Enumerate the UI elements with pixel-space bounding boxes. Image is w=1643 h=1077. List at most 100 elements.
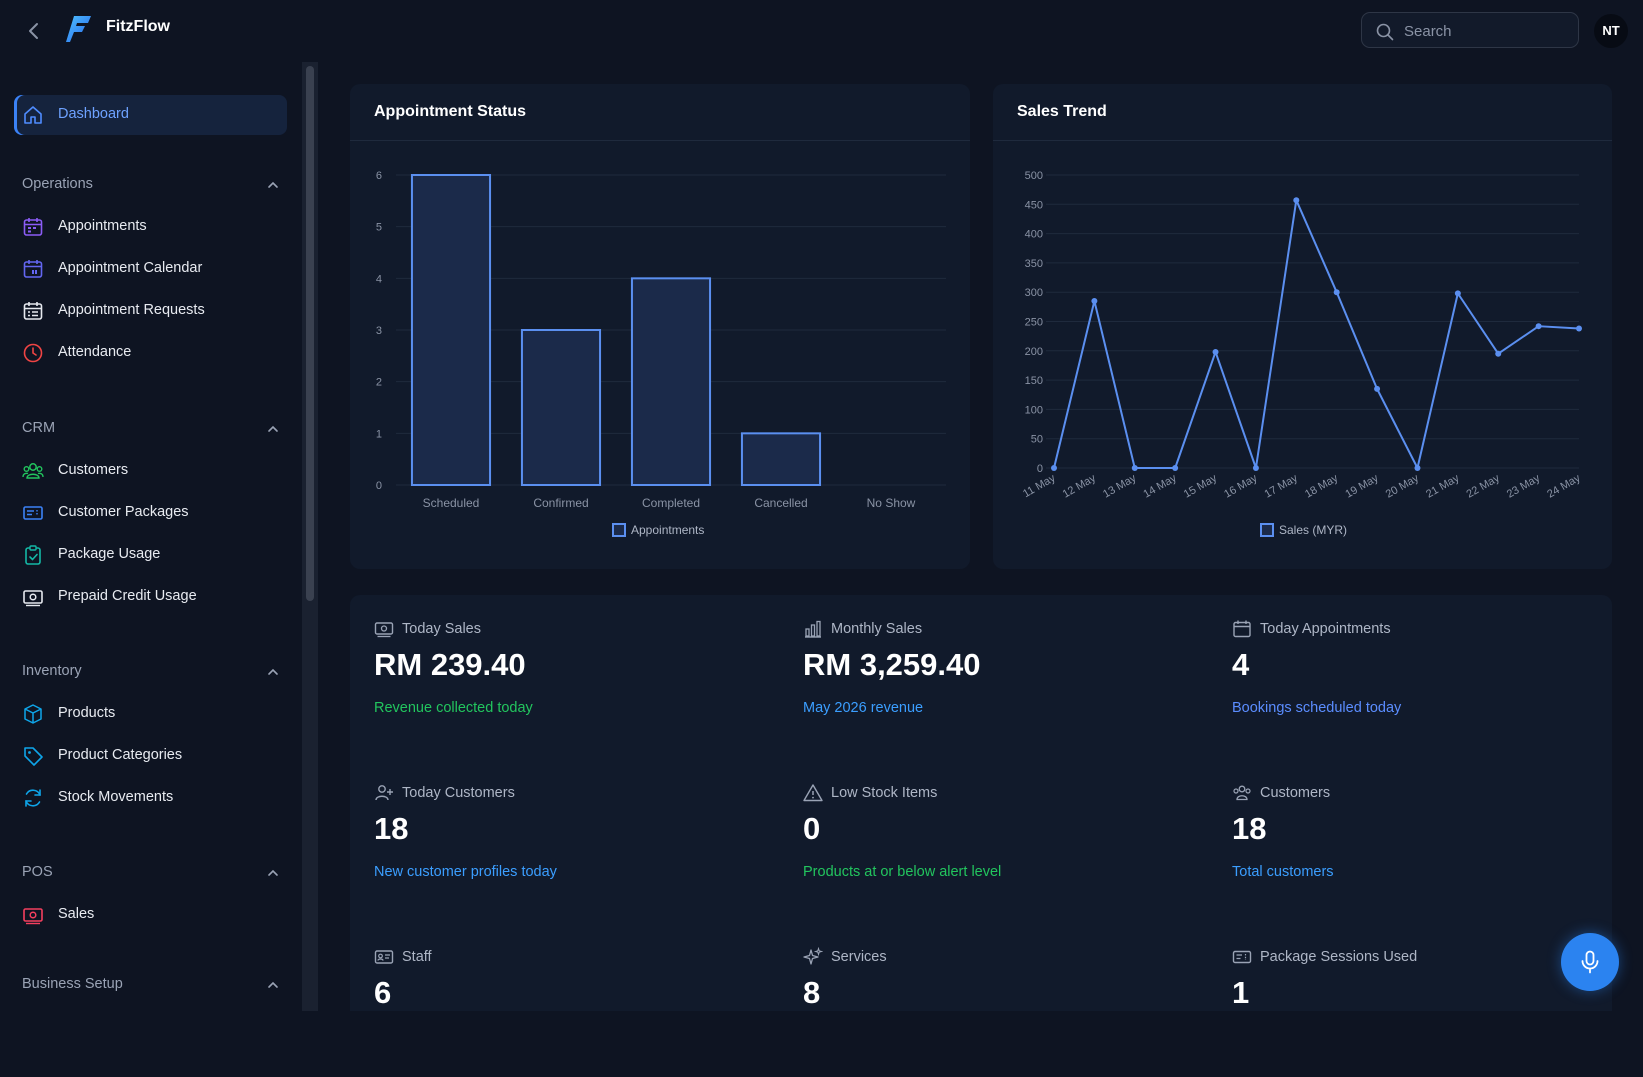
home-icon [24, 106, 42, 124]
voice-assistant-button[interactable] [1561, 933, 1619, 991]
sidebar-item-dashboard[interactable]: Dashboard [14, 95, 287, 135]
ticket-icon [1232, 950, 1252, 964]
stat-low-stock-items[interactable]: Low Stock Items 0 Products at or below a… [803, 783, 1203, 913]
sidebar-item-label: Appointment Calendar [58, 260, 203, 276]
bar [740, 432, 822, 487]
chevron-up-icon [268, 668, 278, 675]
legend-label: Appointments [631, 523, 704, 537]
bar [520, 329, 602, 486]
banknote-icon [374, 622, 394, 638]
x-tick-label: 11 May [1021, 472, 1058, 500]
banknote-icon [23, 590, 43, 607]
legend-label: Sales (MYR) [1279, 523, 1347, 537]
x-tick-label: Scheduled [423, 496, 480, 510]
section-pos[interactable]: POS [22, 862, 280, 884]
stat-staff[interactable]: Staff 6 [374, 947, 774, 1077]
section-crm[interactable]: CRM [22, 418, 280, 440]
sidebar-item-label: Dashboard [58, 106, 129, 122]
x-tick-label: 15 May [1182, 472, 1220, 501]
stat-subtitle: Products at or below alert level [803, 864, 1002, 880]
stat-subtitle: May 2026 revenue [803, 700, 924, 716]
sidebar-item-appointment-requests[interactable]: Appointment Requests [14, 291, 287, 331]
x-tick-label: 22 May [1464, 472, 1502, 501]
stat-monthly-sales[interactable]: Monthly Sales RM 3,259.40 May 2026 reven… [803, 619, 1203, 749]
sidebar-item-label: Prepaid Credit Usage [58, 588, 197, 604]
y-tick-label: 1 [376, 428, 382, 440]
avatar[interactable]: NT [1594, 14, 1628, 48]
sidebar-item-attendance[interactable]: Attendance [14, 333, 287, 373]
stat-value: 18 [374, 811, 409, 846]
y-tick-label: 5 [376, 222, 382, 234]
section-operations[interactable]: Operations [22, 174, 280, 196]
x-tick-label: 16 May [1222, 472, 1260, 501]
sidebar-item-label: Products [58, 705, 116, 721]
sales-trend-chart: 0 50 100 150 200 250 300 350 400 450 500 11 May 12 M… [1021, 170, 1583, 537]
section-inventory[interactable]: Inventory [22, 661, 280, 683]
sidebar-item-appointments[interactable]: Appointments [14, 207, 287, 247]
box-icon [24, 704, 42, 724]
x-tick-label: 23 May [1505, 472, 1543, 501]
sidebar-scrollbar-thumb[interactable] [306, 66, 314, 601]
x-tick-label: 20 May [1384, 472, 1422, 501]
x-tick-label: 13 May [1101, 472, 1139, 501]
stat-package-sessions-used[interactable]: Package Sessions Used 1 [1232, 947, 1632, 1077]
stat-today-appointments[interactable]: Today Appointments 4 Bookings scheduled … [1232, 619, 1632, 749]
section-label: Inventory [22, 663, 82, 679]
users-icon [22, 463, 44, 479]
search-box[interactable] [1361, 12, 1579, 48]
stat-value: 1 [1232, 975, 1250, 1010]
id-card-icon [374, 950, 394, 964]
stat-subtitle: Bookings scheduled today [1232, 700, 1402, 716]
x-tick-label: Cancelled [754, 496, 807, 510]
stat-subtitle: New customer profiles today [374, 864, 557, 880]
sales-trend-title: Sales Trend [1017, 103, 1107, 120]
y-tick-label: 2 [376, 377, 382, 389]
sidebar-item-package-usage[interactable]: Package Usage [14, 535, 287, 575]
banknote-icon [23, 908, 43, 925]
sidebar: Dashboard Operations Appointments Appoin… [0, 62, 302, 1011]
stat-label: Package Sessions Used [1260, 949, 1418, 965]
section-label: CRM [22, 420, 56, 436]
sidebar-item-customers[interactable]: Customers [14, 451, 287, 491]
calendar-icon [1233, 620, 1251, 638]
y-tick-label: 0 [376, 480, 382, 492]
search-input[interactable] [1402, 19, 1566, 43]
x-tick-label: 21 May [1424, 472, 1462, 501]
fitzflow-logo[interactable] [66, 14, 92, 44]
section-label: POS [22, 864, 53, 880]
sidebar-item-sales[interactable]: Sales [14, 895, 287, 935]
y-tick-label: 100 [1025, 404, 1043, 416]
x-tick-label: Completed [642, 496, 700, 510]
stat-customers[interactable]: Customers 18 Total customers [1232, 783, 1632, 913]
bar [410, 174, 492, 486]
bar [630, 277, 712, 486]
y-tick-label: 0 [1037, 463, 1043, 475]
appointment-status-chart: 0 1 2 3 4 5 6 Scheduled Confirmed Completed Cancel… [376, 170, 946, 537]
stat-value: 18 [1232, 811, 1267, 846]
back-button[interactable] [22, 19, 46, 43]
stat-today-customers[interactable]: Today Customers 18 New customer profiles… [374, 783, 774, 913]
chevron-left-icon [29, 23, 38, 39]
sidebar-item-stock-movements[interactable]: Stock Movements [14, 778, 287, 818]
x-tick-label: 12 May [1061, 472, 1099, 501]
top-bar: FitzFlow NT [0, 0, 1643, 62]
data-point [1495, 350, 1502, 357]
sidebar-item-customer-packages[interactable]: Customer Packages [14, 493, 287, 533]
stat-today-sales[interactable]: Today Sales RM 239.40 Revenue collected … [374, 619, 774, 749]
stat-label: Staff [402, 949, 432, 965]
y-tick-label: 6 [376, 170, 382, 182]
sidebar-item-products[interactable]: Products [14, 694, 287, 734]
data-point [1333, 289, 1340, 296]
sidebar-item-label: Appointments [58, 218, 147, 234]
sidebar-item-prepaid-credit-usage[interactable]: Prepaid Credit Usage [14, 577, 287, 617]
data-point [1293, 197, 1300, 204]
sidebar-item-product-categories[interactable]: Product Categories [14, 736, 287, 776]
y-tick-label: 450 [1025, 199, 1043, 211]
data-point [1252, 465, 1259, 471]
x-tick-label: 18 May [1303, 472, 1341, 501]
stat-services[interactable]: Services 8 [803, 947, 1203, 1077]
section-business-setup[interactable]: Business Setup [22, 974, 280, 996]
y-tick-label: 400 [1025, 229, 1043, 241]
stat-value: 8 [803, 975, 821, 1010]
sidebar-item-appointment-calendar[interactable]: Appointment Calendar [14, 249, 287, 289]
